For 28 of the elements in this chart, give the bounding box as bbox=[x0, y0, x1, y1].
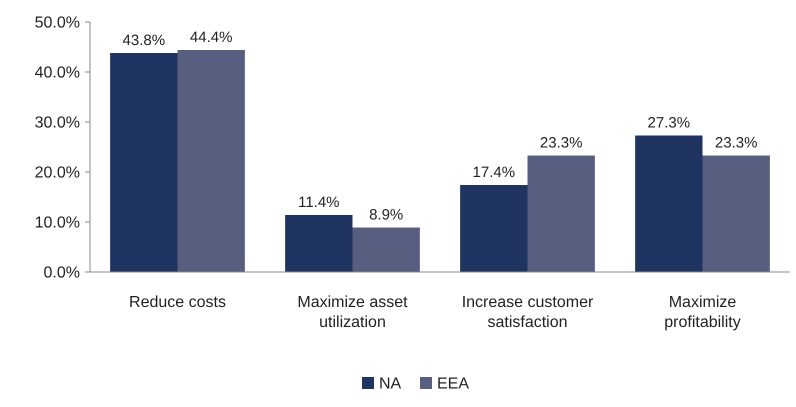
legend-label: NA bbox=[379, 376, 402, 393]
data-label: 44.4% bbox=[190, 29, 232, 46]
bar bbox=[635, 136, 702, 272]
x-tick-label: Reduce costs bbox=[129, 294, 226, 311]
y-tick-label: 10.0% bbox=[34, 214, 80, 232]
data-label: 23.3% bbox=[714, 134, 758, 152]
y-tick-label: 50.0% bbox=[34, 14, 80, 32]
bar bbox=[110, 53, 178, 272]
x-tick-label: Increase customer satisfaction bbox=[462, 294, 594, 331]
data-label: 23.3% bbox=[540, 134, 582, 152]
legend-label: EEA bbox=[437, 376, 470, 393]
y-tick-label: 20.0% bbox=[34, 164, 80, 182]
data-label: 43.8% bbox=[122, 32, 166, 49]
bar bbox=[702, 156, 770, 272]
data-label: 11.4% bbox=[298, 194, 340, 211]
data-label: 17.4% bbox=[472, 164, 516, 181]
data-label: 27.3% bbox=[648, 114, 690, 132]
y-tick-label: 40.0% bbox=[34, 64, 80, 82]
bar bbox=[528, 156, 595, 272]
bar bbox=[178, 50, 245, 272]
y-tick-label: 0.0% bbox=[44, 264, 80, 282]
x-tick-label: Maximize asset utilization bbox=[297, 294, 408, 331]
bar bbox=[352, 228, 420, 272]
x-tick-label: Maximize profitability bbox=[664, 294, 741, 331]
y-tick-label: 30.0% bbox=[34, 114, 80, 132]
bar bbox=[460, 185, 528, 272]
bar bbox=[285, 215, 352, 272]
data-label: 8.9% bbox=[369, 206, 404, 224]
